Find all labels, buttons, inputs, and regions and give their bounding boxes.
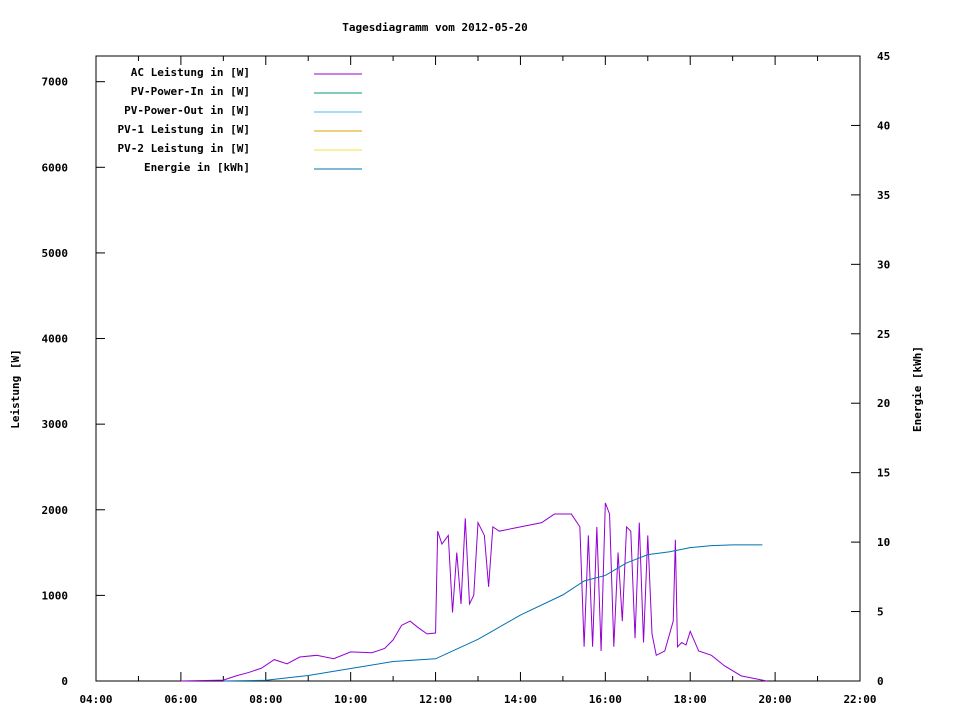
series-line	[223, 544, 763, 682]
legend-label: Energie in [kWh]	[144, 161, 250, 174]
y-tick-label: 5000	[42, 247, 69, 260]
x-tick-label: 22:00	[843, 693, 876, 706]
legend-label: PV-1 Leistung in [W]	[118, 123, 250, 136]
legend-label: PV-Power-In in [W]	[131, 85, 250, 98]
y-tick-label: 7000	[42, 76, 69, 89]
legend-label: PV-2 Leistung in [W]	[118, 142, 250, 155]
y2-tick-label: 15	[877, 467, 890, 480]
y2-tick-label: 20	[877, 397, 890, 410]
y-tick-label: 3000	[42, 418, 69, 431]
y2-tick-label: 0	[877, 675, 884, 688]
y2-tick-label: 35	[877, 189, 890, 202]
y2-axis-label: Energie [kWh]	[911, 346, 924, 432]
y2-tick-label: 5	[877, 606, 884, 619]
x-tick-label: 06:00	[164, 693, 197, 706]
y2-tick-label: 40	[877, 119, 890, 132]
y-tick-label: 1000	[42, 589, 69, 602]
x-tick-label: 10:00	[334, 693, 367, 706]
x-tick-label: 14:00	[504, 693, 537, 706]
legend-label: PV-Power-Out in [W]	[124, 104, 250, 117]
y-tick-label: 0	[61, 675, 68, 688]
y2-tick-label: 25	[877, 328, 890, 341]
y-tick-label: 4000	[42, 333, 69, 346]
x-tick-label: 18:00	[674, 693, 707, 706]
y-axis-label: Leistung [W]	[9, 349, 22, 428]
y2-tick-label: 30	[877, 258, 890, 271]
y-tick-label: 6000	[42, 161, 69, 174]
y2-tick-label: 10	[877, 536, 890, 549]
y2-tick-label: 45	[877, 50, 890, 63]
y-tick-label: 2000	[42, 504, 69, 517]
x-tick-label: 16:00	[589, 693, 622, 706]
x-tick-label: 12:00	[419, 693, 452, 706]
x-tick-label: 20:00	[759, 693, 792, 706]
x-tick-label: 04:00	[79, 693, 112, 706]
legend-label: AC Leistung in [W]	[131, 66, 250, 79]
chart-title: Tagesdiagramm vom 2012-05-20	[342, 21, 527, 34]
series-line	[180, 502, 767, 682]
x-tick-label: 08:00	[249, 693, 282, 706]
